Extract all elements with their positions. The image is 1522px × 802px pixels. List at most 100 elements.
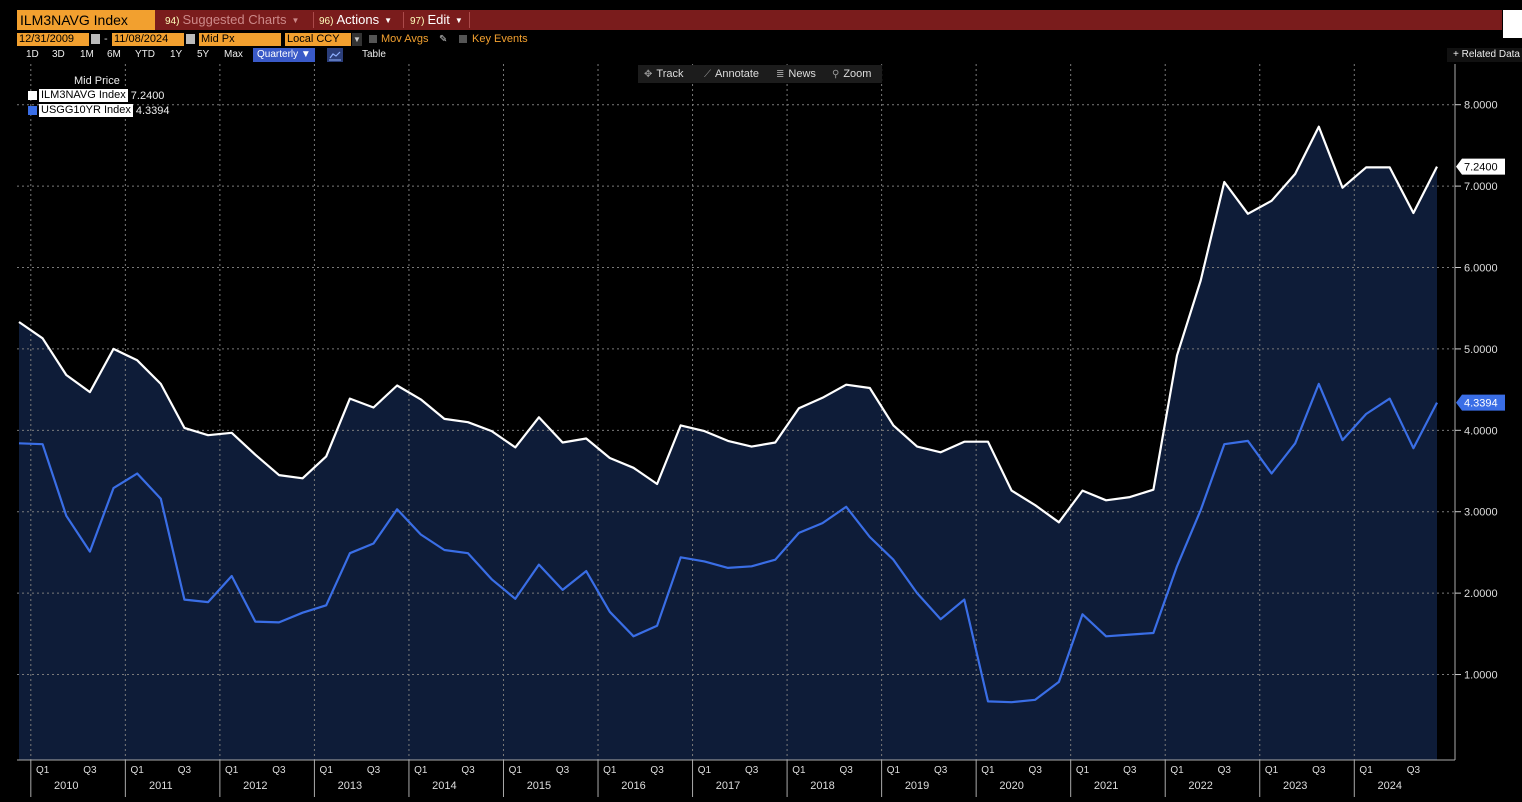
track-label: Track <box>656 68 684 80</box>
x-axis-quarter-label: Q3 <box>556 765 570 776</box>
toolbar-divider <box>469 12 470 28</box>
chevron-down-icon[interactable]: ▼ <box>352 33 362 46</box>
actions-number: 96) <box>319 16 334 27</box>
frequency-select[interactable]: Quarterly ▼ <box>253 48 315 62</box>
ticker-field[interactable]: ILM3NAVG Index <box>17 10 155 30</box>
top-toolbar: ILM3NAVG Index 94) Suggested Charts ▼ 96) A… <box>17 10 1502 30</box>
range-max[interactable]: Max <box>224 49 243 60</box>
last-value-tag <box>1456 394 1505 411</box>
suggested-charts-label: Suggested Charts <box>182 12 287 27</box>
x-axis-quarter-label: Q3 <box>1218 765 1232 776</box>
actions-menu[interactable]: 96) Actions ▼ <box>319 10 392 30</box>
legend-title: Mid Price <box>74 75 120 87</box>
key-events-label[interactable]: Key Events <box>472 33 528 45</box>
legend-item-usgg10yr[interactable]: USGG10YR Index 4.3394 <box>28 104 170 117</box>
edit-menu[interactable]: 97) Edit ▼ <box>410 10 463 30</box>
series-line-ilm3navg[interactable] <box>18 125 1438 524</box>
x-axis-quarter-label: Q1 <box>1265 765 1279 776</box>
frequency-label: Quarterly <box>257 49 299 60</box>
x-axis-quarter-label: Q1 <box>1170 765 1184 776</box>
magnifier-icon: ⚲ <box>832 69 840 80</box>
x-axis-quarter-label: Q1 <box>1359 765 1373 776</box>
x-axis-year-label: 2016 <box>621 780 645 792</box>
x-axis-quarter-label: Q3 <box>1407 765 1421 776</box>
range-1m[interactable]: 1M <box>80 49 94 60</box>
x-axis-year-label: 2013 <box>338 780 362 792</box>
zoom-tool[interactable]: ⚲ Zoom <box>832 65 871 83</box>
news-tool[interactable]: ≣ News <box>776 65 816 83</box>
last-value-label: 7.2400 <box>1464 162 1498 174</box>
x-axis-quarter-label: Q1 <box>509 765 523 776</box>
line-chart-glyph <box>329 51 341 61</box>
x-axis-year-label: 2023 <box>1283 780 1307 792</box>
x-axis-year-label: 2020 <box>999 780 1023 792</box>
toolbar-divider <box>403 12 404 28</box>
x-axis-quarter-label: Q1 <box>414 765 428 776</box>
price-field-select[interactable]: Mid Px <box>199 33 281 46</box>
pencil-icon[interactable]: ✎ <box>439 34 448 45</box>
x-axis-quarter-label: Q3 <box>1029 765 1043 776</box>
legend-series-name: ILM3NAVG Index <box>39 89 128 102</box>
related-data-button[interactable]: + Related Data <box>1447 48 1522 62</box>
x-axis-quarter-label: Q3 <box>745 765 759 776</box>
mov-avgs-label[interactable]: Mov Avgs <box>381 33 429 45</box>
range-5y[interactable]: 5Y <box>197 49 210 60</box>
x-axis-quarter-label: Q3 <box>650 765 664 776</box>
y-axis-tick-label: 3.0000 <box>1464 507 1498 519</box>
x-axis-quarter-label: Q1 <box>225 765 239 776</box>
range-1d[interactable]: 1D <box>26 49 39 60</box>
x-axis-quarter-label: Q3 <box>178 765 192 776</box>
annotate-tool[interactable]: ⟋ Annotate <box>704 65 759 83</box>
x-axis-quarter-label: Q1 <box>130 765 144 776</box>
x-axis-panel <box>0 760 1522 802</box>
edit-label: Edit <box>427 12 450 27</box>
suggested-charts-menu[interactable]: 94) Suggested Charts ▼ <box>165 10 299 30</box>
x-axis-quarter-label: Q1 <box>1076 765 1090 776</box>
x-axis-year-label: 2017 <box>716 780 740 792</box>
range-ytd[interactable]: YTD <box>135 49 155 60</box>
x-axis-quarter-label: Q3 <box>1312 765 1326 776</box>
x-axis-year-label: 2018 <box>810 780 834 792</box>
pencil-icon: ⟋ <box>704 69 711 80</box>
track-tool[interactable]: ✥ Track <box>644 65 683 83</box>
x-axis-quarter-label: Q3 <box>461 765 475 776</box>
panel-edge <box>1503 10 1522 38</box>
end-date-field[interactable]: 11/08/2024 <box>112 33 184 46</box>
edit-number: 97) <box>410 16 425 27</box>
x-axis-year-label: 2021 <box>1094 780 1118 792</box>
y-axis-tick-label: 2.0000 <box>1464 588 1498 600</box>
actions-label: Actions <box>336 12 380 27</box>
news-label: News <box>788 68 816 80</box>
range-3d[interactable]: 3D <box>52 49 65 60</box>
key-events-checkbox[interactable] <box>459 35 467 43</box>
series-line-usgg10yr[interactable] <box>18 382 1438 704</box>
x-axis-quarter-label: Q1 <box>981 765 995 776</box>
range-1y[interactable]: 1Y <box>170 49 183 60</box>
area-fill-ilm3navg <box>19 126 1437 760</box>
range-6m[interactable]: 6M <box>107 49 121 60</box>
line-chart-icon[interactable] <box>327 48 343 62</box>
annotate-label: Annotate <box>715 68 760 80</box>
x-axis-quarter-label: Q3 <box>1123 765 1137 776</box>
currency-select[interactable]: Local CCY <box>285 33 351 46</box>
x-axis-year-label: 2011 <box>149 780 173 792</box>
table-view-button[interactable]: Table <box>362 49 386 60</box>
legend-series-value: 4.3394 <box>135 104 170 117</box>
range-selector-row: 1D 3D 1M 6M YTD 1Y 5Y Max Quarterly ▼ Ta… <box>17 48 1522 62</box>
x-axis-year-label: 2014 <box>432 780 456 792</box>
x-axis-year-label: 2015 <box>527 780 551 792</box>
x-axis-quarter-label: Q1 <box>698 765 712 776</box>
x-axis-quarter-label: Q1 <box>320 765 334 776</box>
calendar-icon[interactable] <box>186 34 195 44</box>
legend-item-ilm3navg[interactable]: ILM3NAVG Index 7.2400 <box>28 89 164 102</box>
zoom-label: Zoom <box>843 68 872 80</box>
legend-swatch <box>28 91 37 100</box>
y-axis-tick-label: 7.0000 <box>1464 181 1498 193</box>
x-axis-year-label: 2010 <box>54 780 78 792</box>
calendar-icon[interactable] <box>91 34 100 44</box>
x-axis-quarter-label: Q3 <box>934 765 948 776</box>
y-axis-tick-label: 8.0000 <box>1464 100 1498 112</box>
mov-avgs-checkbox[interactable] <box>369 35 377 43</box>
x-axis-year-label: 2019 <box>905 780 929 792</box>
start-date-field[interactable]: 12/31/2009 <box>17 33 89 46</box>
